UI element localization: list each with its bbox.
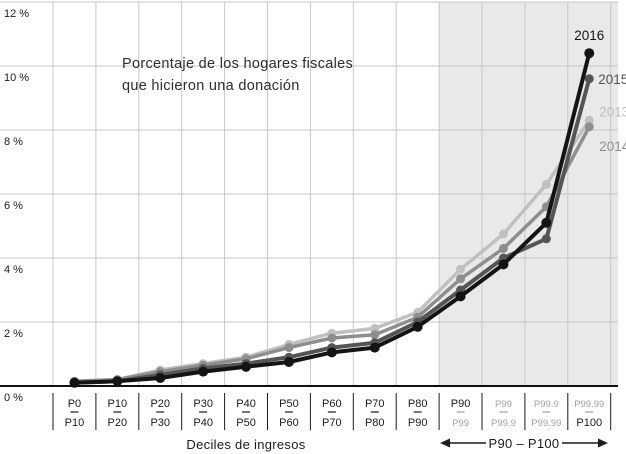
chart-annotation-line1: Porcentaje de los hogares fiscales xyxy=(122,56,353,72)
data-point-2015 xyxy=(584,74,594,84)
x-tick-bottom-label: P60 xyxy=(279,417,299,429)
data-point-2013 xyxy=(541,179,551,189)
y-tick-label: 2 % xyxy=(4,328,23,340)
y-tick-label: 10 % xyxy=(4,72,29,84)
y-tick-label: 4 % xyxy=(4,264,23,276)
x-tick-top-label: P99.9 xyxy=(534,399,559,410)
year-label-2013: 2013 xyxy=(599,104,626,119)
data-point-2013 xyxy=(370,323,380,333)
x-tick-bottom-label: P99.9 xyxy=(491,418,516,429)
data-point-2013 xyxy=(584,115,594,125)
x-tick-bottom-label: P80 xyxy=(365,417,385,429)
x-tick-bottom-label: P40 xyxy=(193,417,213,429)
y-tick-label: 0 % xyxy=(4,392,23,404)
data-point-2014 xyxy=(284,343,294,353)
x-axis-title: Deciles de ingresos xyxy=(186,437,305,452)
year-label-2014: 2014 xyxy=(599,139,626,154)
data-point-2014 xyxy=(327,333,337,343)
data-point-2016 xyxy=(69,377,80,388)
year-label-2015: 2015 xyxy=(598,72,626,87)
x-tick-bottom-label: P50 xyxy=(236,417,256,429)
range-arrow-annotation: P90 – P100 xyxy=(440,436,608,451)
data-point-2016 xyxy=(541,217,552,228)
data-point-2016 xyxy=(455,291,466,302)
series-group: 2013 2014 2015 2016 xyxy=(69,28,626,388)
x-tick-top-label: P30 xyxy=(193,398,213,410)
x-tick-top-label: P10 xyxy=(108,398,128,410)
data-point-2016 xyxy=(498,259,509,270)
data-point-2016 xyxy=(198,366,209,377)
x-tick-top-label: P60 xyxy=(322,398,342,410)
y-tick-label: 8 % xyxy=(4,136,23,148)
x-tick-top-label: P70 xyxy=(365,398,385,410)
x-tick-top-label: P90 xyxy=(451,398,471,410)
x-tick-labels-group: P0 P10 P10 P20 P20 P30 P30 P40 P40 P50 P50 P60 P60 P7… xyxy=(52,393,612,430)
y-tick-label: 12 % xyxy=(4,8,29,20)
x-tick-bottom-label: P90 xyxy=(408,417,428,429)
year-label-2016: 2016 xyxy=(574,28,604,43)
x-tick-bottom-label: P30 xyxy=(150,417,170,429)
x-tick-bottom-label: P10 xyxy=(65,417,85,429)
x-tick-top-label: P40 xyxy=(236,398,256,410)
range-arrow-left-head-icon xyxy=(440,438,450,448)
x-tick-bottom-label: P20 xyxy=(108,417,128,429)
x-tick-bottom-label: P99 xyxy=(452,418,469,429)
x-tick-top-label: P99.99 xyxy=(574,399,604,410)
x-tick-bottom-label: P70 xyxy=(322,417,342,429)
x-tick-top-label: P0 xyxy=(68,398,81,410)
data-point-2016 xyxy=(112,376,123,387)
y-tick-label: 6 % xyxy=(4,200,23,212)
data-point-2016 xyxy=(369,342,380,353)
data-point-2015 xyxy=(541,234,551,244)
x-tick-top-label: P80 xyxy=(408,398,428,410)
range-arrow-right-head-icon xyxy=(598,438,608,448)
x-tick-bottom-label: P99.99 xyxy=(531,418,561,429)
data-point-2016 xyxy=(283,357,294,367)
data-point-2016 xyxy=(241,361,252,372)
data-point-2016 xyxy=(155,373,166,383)
data-point-2013 xyxy=(456,264,466,274)
x-tick-bottom-label: P100 xyxy=(576,417,602,429)
data-point-2014 xyxy=(584,122,594,132)
data-point-2016 xyxy=(412,321,423,332)
data-point-2014 xyxy=(370,330,380,340)
gridlines-group xyxy=(0,1,618,387)
data-point-2013 xyxy=(498,229,508,239)
data-point-2016 xyxy=(326,347,337,358)
x-tick-top-label: P20 xyxy=(150,398,170,410)
chart-annotation-line2: que hicieron una donación xyxy=(122,78,300,94)
data-point-2014 xyxy=(456,274,466,284)
x-tick-top-label: P99 xyxy=(495,399,512,410)
range-label: P90 – P100 xyxy=(489,436,560,451)
data-point-2014 xyxy=(498,243,508,253)
x-tick-top-label: P50 xyxy=(279,398,299,410)
data-point-2016 xyxy=(584,48,595,59)
y-tick-labels-group: 0 % 2 % 4 % 6 % 8 % 10 % 12 % xyxy=(4,8,29,404)
